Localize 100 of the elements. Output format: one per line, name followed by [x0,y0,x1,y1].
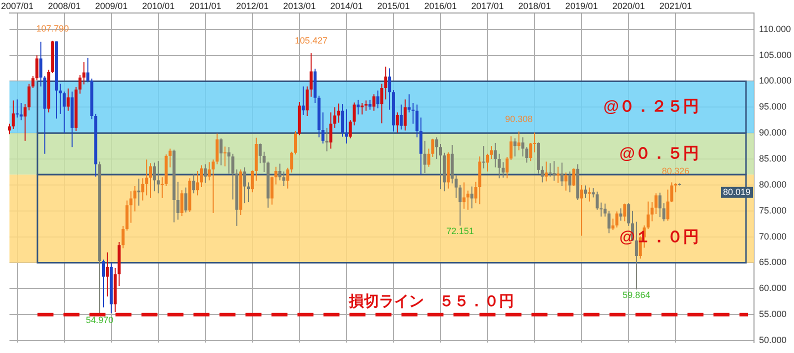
candlestick [78,74,82,94]
candlestick [216,133,219,165]
candlestick [611,218,614,231]
y-tick-label: 65.000 [759,257,787,268]
candlestick [658,192,662,218]
candlestick [427,148,430,168]
candlestick [286,167,290,190]
candlestick [654,192,658,214]
candlestick [141,178,144,202]
candlestick [419,117,422,176]
y-tick-label: 70.000 [759,231,787,242]
candlestick [592,188,595,198]
candlestick [560,162,564,186]
annotation: 107.790 [36,23,69,34]
annotation: 90.308 [505,114,533,124]
candlestick [274,166,278,185]
candlestick [360,102,364,115]
y-tick-label: 95.000 [759,102,787,112]
candlestick [408,94,411,113]
candlestick [498,153,501,179]
x-tick-label: 2007/01 [1,0,34,11]
candlestick [35,54,38,81]
y-tick-label: 75.000 [759,205,787,216]
candlestick [278,163,282,181]
x-tick-label: 2020/01 [612,0,645,11]
candlestick [415,104,418,138]
y-tick-label: 60.000 [759,283,787,294]
y-tick-label: 55.000 [759,309,787,320]
band-label: @０．２５円 [603,98,699,116]
candlestick [145,159,148,196]
candlestick [106,252,109,297]
candlestick [506,156,509,179]
candlestick [384,66,388,100]
annotation: 80.019 [723,186,751,197]
y-tick-label: 110.000 [759,24,791,34]
candlestick [517,131,520,151]
candlestick [227,146,230,174]
candlestick [510,136,513,161]
candlestick [650,202,654,222]
x-tick-label: 2008/01 [48,0,81,11]
candlestick [348,120,352,139]
band-label: @１．０円 [619,229,699,246]
annotation: 105.427 [294,36,328,46]
x-tick-label: 2010/01 [142,0,175,11]
candlestick [24,104,27,142]
candlestick [494,142,497,168]
candlestick [412,102,415,124]
candlestick [62,91,66,134]
candlestick [529,142,532,162]
candlestick [126,200,129,232]
candlestick [58,83,62,114]
candlestick [544,161,548,182]
y-tick-label: 80.000 [759,179,787,190]
candlestick [490,146,493,160]
candlestick [458,184,462,226]
candlestick [212,159,215,214]
candlestick [580,184,584,236]
candlestick [540,166,544,183]
candlestick [572,168,576,186]
candlestick [16,98,19,118]
ref-line-label: 損切ライン ５５．０円 [348,293,514,310]
candlestick [482,146,486,169]
candlestick [137,178,140,206]
candlestick [8,123,11,135]
candlestick [152,162,156,192]
y-tick-label: 50.000 [759,335,787,346]
candlestick [321,112,324,144]
candlestick [486,153,490,172]
candlestick [462,182,466,210]
candlestick [608,210,611,234]
candlestick [604,203,607,218]
annotation: 80.326 [662,166,690,176]
x-tick-label: 2012/01 [236,0,269,11]
candlestick [168,148,172,168]
candlestick [400,104,403,130]
candlestick [352,102,356,126]
candlestick [122,225,125,249]
candlestick [156,160,160,194]
x-tick-label: 2014/01 [330,0,363,11]
candlestick [196,170,200,196]
candlestick [325,127,328,152]
x-tick-label: 2009/01 [95,0,128,11]
x-tick-label: 2016/01 [424,0,457,11]
candlestick [588,187,591,202]
candlestick [250,170,254,193]
y-tick-label: 105.000 [759,50,792,60]
candlestick [294,130,298,155]
candlestick [356,99,360,115]
candlestick [31,76,34,88]
x-tick-label: 2013/01 [283,0,316,11]
candlestick [246,182,250,203]
candlestick [82,62,86,85]
candlestick [388,68,392,110]
candlestick [662,202,666,222]
x-tick-label: 2017/01 [471,0,504,11]
candlestick [368,99,372,110]
candlestick [619,208,622,222]
band-label: @０．５円 [619,145,699,162]
candlestick [439,143,442,190]
annotation: 54.970 [86,315,114,326]
